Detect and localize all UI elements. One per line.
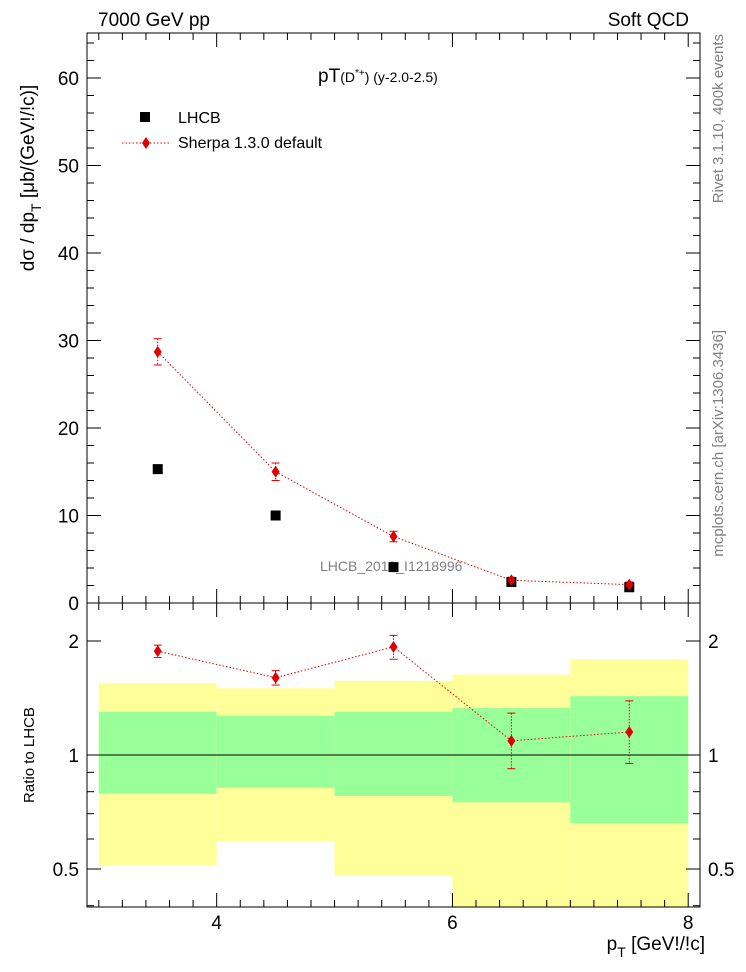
lhcb-data-point bbox=[270, 510, 281, 521]
sherpa-data-point bbox=[507, 574, 516, 587]
sherpa-data-point bbox=[389, 530, 398, 543]
ratio-data-point bbox=[271, 671, 280, 684]
y-axis-label-sub: T bbox=[28, 203, 44, 212]
lhcb-data-point bbox=[388, 562, 399, 573]
legend-label-lhcb: LHCB bbox=[178, 110, 221, 127]
legend-label-sherpa: Sherpa 1.3.0 default bbox=[178, 135, 323, 152]
ratio-y-tick-label: 1 bbox=[68, 746, 79, 767]
legend-marker-lhcb bbox=[140, 112, 150, 122]
header-left: 7000 GeV pp bbox=[98, 10, 210, 31]
plot-title: pT(D*+) (y-2.0-2.5) bbox=[318, 66, 438, 87]
legend-marker-sherpa bbox=[142, 137, 150, 149]
band-1sigma-bin bbox=[216, 715, 335, 788]
sherpa-data-point bbox=[153, 345, 162, 358]
title-sup: *+ bbox=[355, 68, 365, 79]
sherpa-line bbox=[157, 351, 630, 586]
x-axis-label-sub: T bbox=[617, 944, 626, 960]
title-suffix: (y-2.0-2.5) bbox=[369, 69, 437, 85]
ratio-data-point bbox=[625, 726, 634, 739]
header-right: Soft QCD bbox=[608, 10, 689, 31]
x-axis-label-rest: [GeV!/!c] bbox=[626, 934, 705, 955]
title-paren-close: ) bbox=[365, 69, 370, 85]
main-y-tick-label: 30 bbox=[58, 332, 79, 353]
band-1sigma-bin bbox=[334, 711, 453, 796]
ratio-axis-label: Ratio to LHCB bbox=[21, 707, 38, 803]
band-1sigma-bin bbox=[570, 696, 689, 824]
y-axis-label-rest: [μb/(GeV!/!c)] bbox=[18, 85, 39, 204]
sherpa-data-point bbox=[625, 578, 634, 591]
lhcb-data-point bbox=[152, 464, 163, 475]
ratio-data-point bbox=[507, 734, 516, 747]
ratio-y-tick-label: 2 bbox=[68, 632, 79, 653]
x-axis-label: pT [GeV!/!c] bbox=[607, 934, 705, 960]
title-main: pT bbox=[318, 66, 341, 87]
x-tick-label: 8 bbox=[683, 913, 694, 934]
side-label-rivet: Rivet 3.1.10, 400k events bbox=[710, 34, 727, 203]
y-axis-label: dσ / dpT [μb/(GeV!/!c)] bbox=[18, 85, 44, 271]
ratio-data-point bbox=[389, 640, 398, 653]
side-label-mcplots: mcplots.cern.ch [arXiv:1306.3436] bbox=[710, 330, 727, 557]
ratio-y-tick-label-right: 1 bbox=[708, 746, 719, 767]
ratio-data-point bbox=[153, 645, 162, 658]
band-1sigma-bin bbox=[98, 711, 217, 794]
main-y-tick-label: 60 bbox=[58, 69, 79, 90]
legend: LHCB Sherpa 1.3.0 default bbox=[122, 110, 323, 152]
sherpa-data-point bbox=[271, 465, 280, 478]
title-paren: (D bbox=[340, 69, 355, 85]
x-tick-label: 4 bbox=[211, 913, 222, 934]
main-y-tick-label: 40 bbox=[58, 244, 79, 265]
ratio-y-tick-label-right: 2 bbox=[708, 632, 719, 653]
main-y-tick-label: 20 bbox=[58, 419, 79, 440]
ratio-y-tick-label: 0.5 bbox=[53, 860, 79, 881]
main-y-tick-label: 50 bbox=[58, 157, 79, 178]
x-axis-label-main: p bbox=[607, 934, 618, 955]
ratio-y-tick-label-right: 0.5 bbox=[708, 860, 734, 881]
main-y-tick-label: 0 bbox=[68, 594, 79, 615]
y-axis-label-main: dσ / dp bbox=[18, 212, 39, 271]
main-y-tick-label: 10 bbox=[58, 507, 79, 528]
x-tick-label: 6 bbox=[447, 913, 458, 934]
